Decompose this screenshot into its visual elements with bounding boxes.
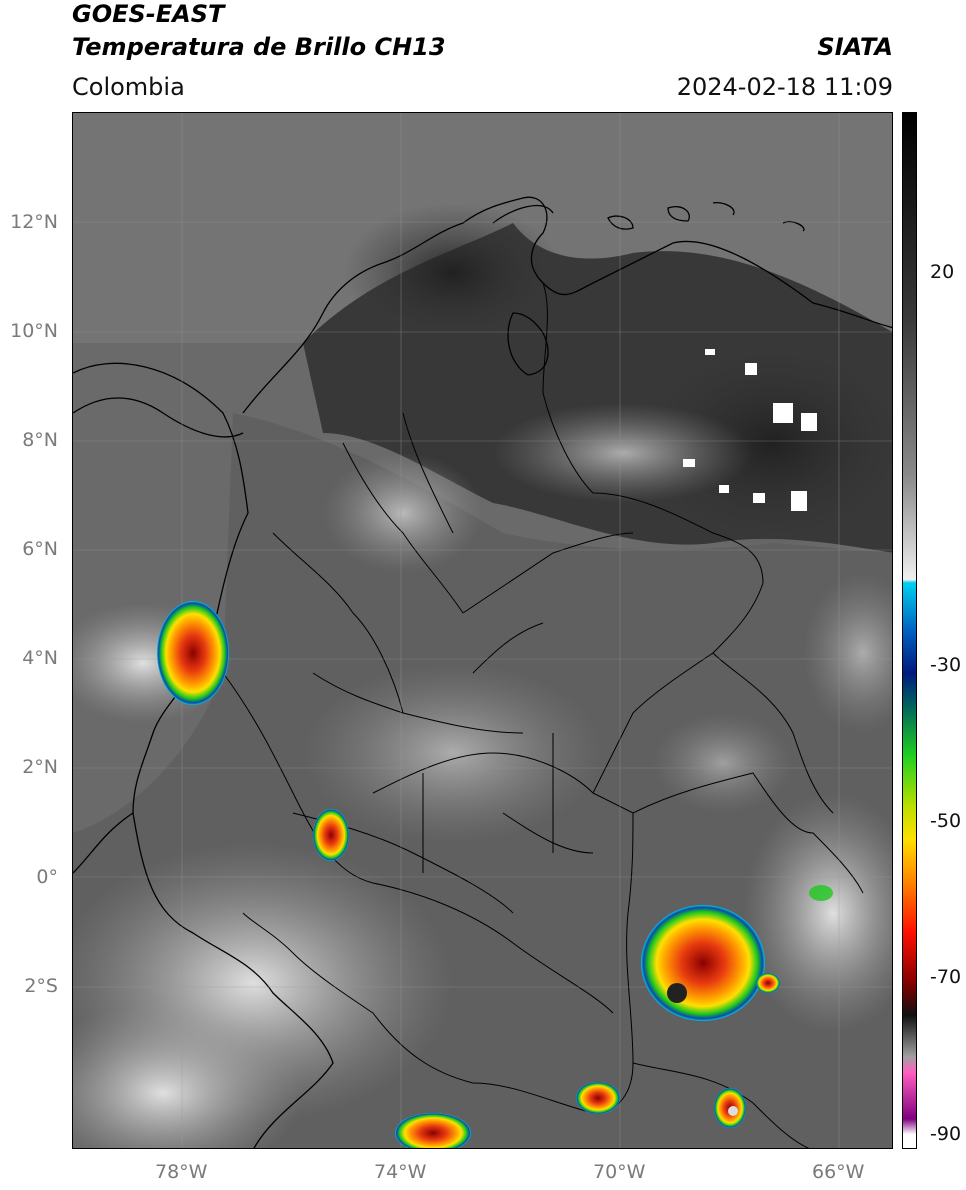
satellite-map [72,112,893,1149]
lat-label: 4°N [22,647,58,669]
pacific-cell [157,601,229,705]
lon-label: 66°W [812,1161,865,1183]
panama-coast [73,397,244,438]
colorbar-tick-label: -50 [930,810,962,832]
satellite-title: GOES-EAST [72,0,225,28]
colorbar-canvas [903,113,916,1148]
hot-land-patches [683,349,817,511]
product-title: Temperatura de Brillo CH13 [72,33,446,61]
aruba-curacao [607,206,690,230]
agency-label: SIATA [817,33,893,61]
lat-label: 0° [36,866,58,888]
map-canvas [73,113,892,1148]
peru-cell [395,1113,471,1148]
colorbar-tick-label: 20 [930,261,955,283]
lat-label: 2°N [22,756,58,778]
caribbean-coast [242,196,892,414]
colorbar-tick-label: -30 [930,654,962,676]
amazon-cell-large [641,905,765,1021]
colorbar-tick-label: -90 [930,1123,962,1145]
putumayo-cell [313,809,349,861]
south-coast [132,812,334,1148]
temperature-colorbar [902,112,917,1149]
datetime-label: 2024-02-18 11:09 [676,73,893,101]
storm-cells [157,601,833,1148]
border-cell [576,1082,620,1114]
lat-label: 8°N [22,429,58,451]
lon-label: 70°W [593,1161,646,1183]
lat-label: 10°N [10,320,58,342]
lon-label: 78°W [155,1161,208,1183]
guajira [492,204,554,224]
colorbar-tick-label: -70 [930,966,962,988]
lon-label: 74°W [374,1161,427,1183]
lake-maracaibo [507,312,549,376]
region-label: Colombia [72,73,185,101]
borders [222,282,864,1148]
lat-label: 2°S [24,975,58,997]
lat-label: 12°N [10,211,58,233]
lat-label: 6°N [22,538,58,560]
